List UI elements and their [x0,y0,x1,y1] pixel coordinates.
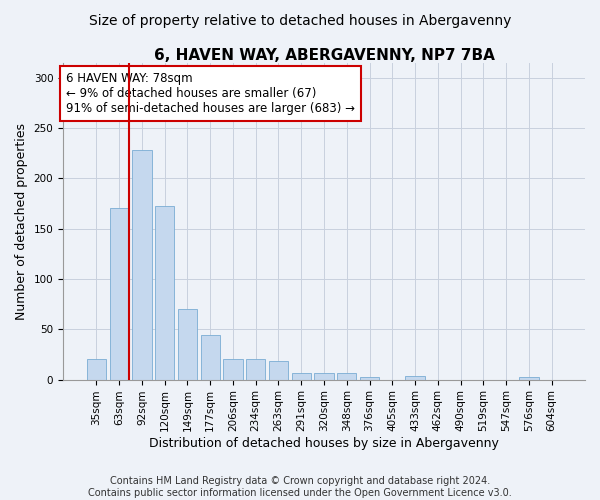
X-axis label: Distribution of detached houses by size in Abergavenny: Distribution of detached houses by size … [149,437,499,450]
Bar [178,309,197,380]
Bar [314,372,334,380]
Bar [132,150,152,380]
Bar [155,206,175,380]
Bar [269,362,288,380]
Bar [110,208,129,380]
Bar [292,372,311,380]
Text: Contains HM Land Registry data © Crown copyright and database right 2024.
Contai: Contains HM Land Registry data © Crown c… [88,476,512,498]
Bar [223,360,242,380]
Bar [519,376,539,380]
Text: 6 HAVEN WAY: 78sqm
← 9% of detached houses are smaller (67)
91% of semi-detached: 6 HAVEN WAY: 78sqm ← 9% of detached hous… [65,72,355,115]
Bar [406,376,425,380]
Bar [360,376,379,380]
Text: Size of property relative to detached houses in Abergavenny: Size of property relative to detached ho… [89,14,511,28]
Title: 6, HAVEN WAY, ABERGAVENNY, NP7 7BA: 6, HAVEN WAY, ABERGAVENNY, NP7 7BA [154,48,494,62]
Bar [87,360,106,380]
Bar [200,336,220,380]
Y-axis label: Number of detached properties: Number of detached properties [15,122,28,320]
Bar [337,372,356,380]
Bar [246,360,265,380]
